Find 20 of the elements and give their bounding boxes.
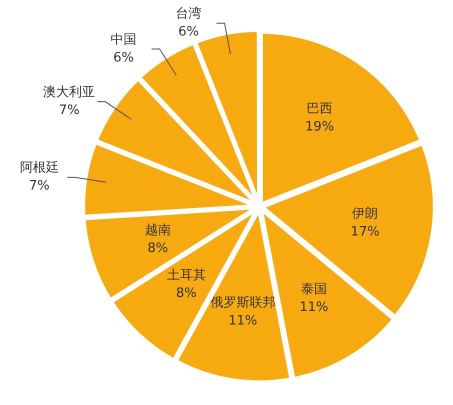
slice-label: 澳大利亚 [43, 85, 96, 100]
data-label: 6% [113, 50, 134, 66]
data-label: 6% [178, 24, 199, 40]
data-label: 8% [147, 240, 168, 256]
slice-label: 巴西 [306, 101, 333, 116]
slice-label: 伊朗 [352, 206, 378, 222]
data-label: 17% [350, 224, 380, 240]
slice-label: 阿根廷 [20, 160, 59, 176]
slice-label: 越南 [144, 222, 171, 238]
slice-label: 中国 [110, 32, 137, 48]
data-label: 19% [305, 119, 334, 134]
slice-label: 土耳其 [166, 268, 206, 283]
data-label: 7% [58, 103, 80, 118]
data-label: 11% [228, 314, 258, 329]
data-label: 8% [176, 286, 197, 301]
slice-label: 俄罗斯联邦 [210, 296, 276, 311]
data-label: 7% [28, 178, 50, 194]
data-label: 11% [299, 300, 328, 315]
slice-label: 泰国 [300, 282, 327, 297]
slice-label: 台湾 [176, 6, 202, 22]
